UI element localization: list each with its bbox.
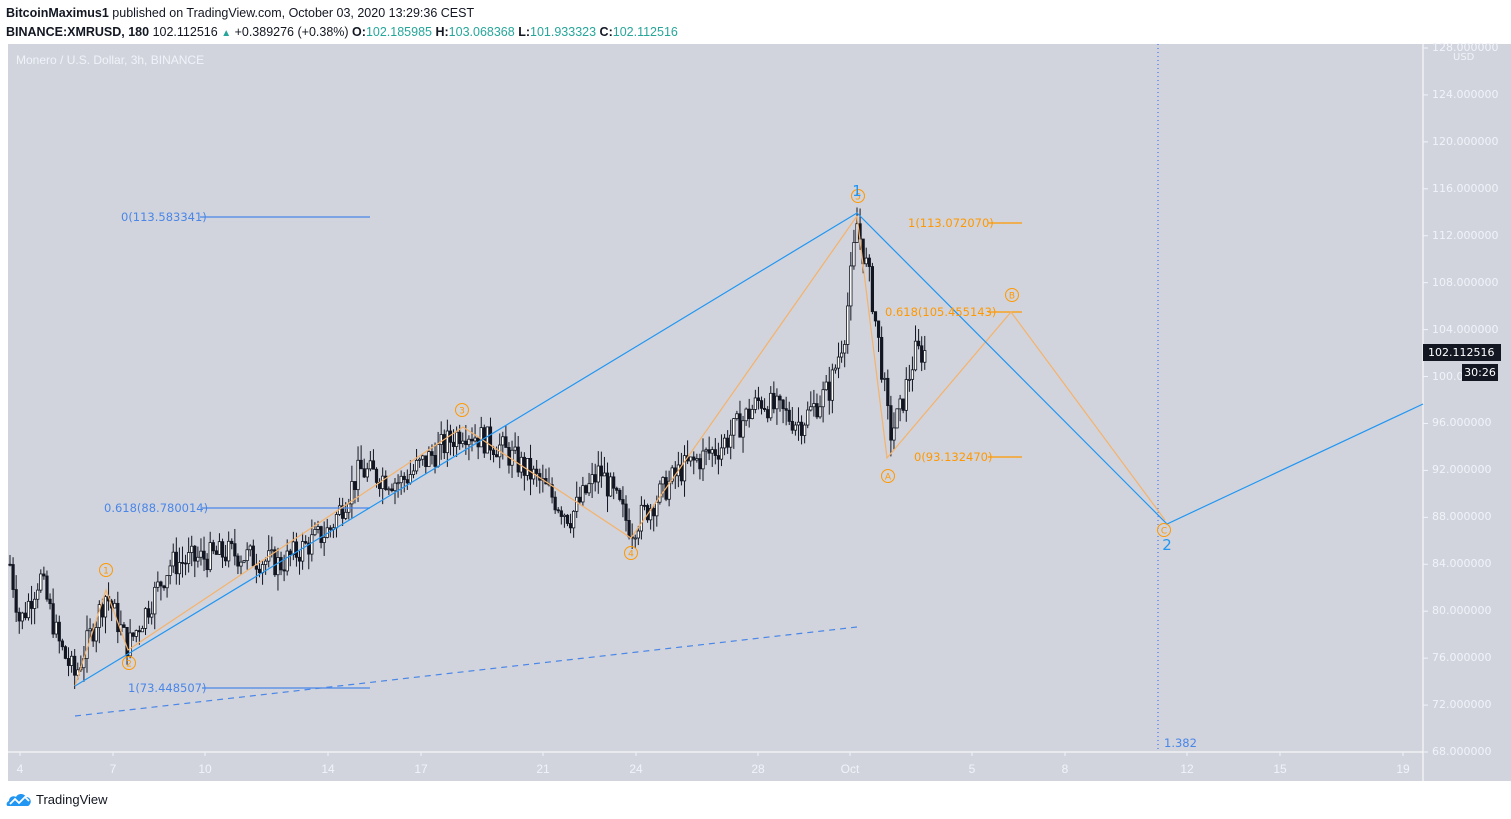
bar-countdown-tag: 30:26 — [1462, 364, 1498, 381]
symbol-interval: BINANCE:XMRUSD, 180 — [6, 25, 150, 39]
time-tick-label: 7 — [109, 762, 117, 776]
time-tick-label: 17 — [414, 762, 428, 776]
chart-pane[interactable] — [8, 44, 1511, 781]
high-value: 103.068368 — [448, 25, 515, 39]
time-tick-label: 10 — [198, 762, 212, 776]
low-value: 101.933323 — [530, 25, 597, 39]
price-tick-label: 124.000000 — [1432, 87, 1499, 101]
orange-corrective-wave-path[interactable] — [856, 215, 1166, 521]
fib-blue-label-1: 1(73.448507) — [128, 681, 207, 695]
time-tick-label: 28 — [751, 762, 765, 776]
svg-text:4: 4 — [628, 550, 634, 560]
blue-wave-path[interactable] — [74, 212, 1424, 687]
dashed-trendline[interactable] — [74, 626, 858, 717]
publish-line: BitcoinMaximus1 published on TradingView… — [6, 4, 678, 23]
time-tick-label: 12 — [1180, 762, 1194, 776]
price-tick-label: 92.000000 — [1432, 463, 1492, 477]
blue-wave-label-2[interactable]: 2 — [1162, 536, 1172, 554]
open-value: 102.185985 — [365, 25, 432, 39]
time-tick-label: 15 — [1273, 762, 1287, 776]
fib-orange-label-0: 0(93.132470) — [914, 450, 993, 464]
price-axis-ticks — [1423, 47, 1428, 753]
blue-wave-label-1[interactable]: 1 — [852, 182, 862, 200]
time-tick-label: 4 — [16, 762, 24, 776]
wave-label-2[interactable]: 2 — [122, 656, 136, 670]
blue-wave-labels: 1 2 — [852, 182, 1172, 554]
candlestick-series — [8, 207, 927, 689]
price-tick-label: 76.000000 — [1432, 651, 1492, 665]
svg-text:3: 3 — [459, 407, 465, 417]
wave-label-3[interactable]: 3 — [455, 403, 469, 417]
price-tick-label: 116.000000 — [1432, 181, 1499, 195]
price-tick-label: 72.000000 — [1432, 698, 1492, 712]
symbol-line: BINANCE:XMRUSD, 180 102.112516 ▲ +0.3892… — [6, 23, 678, 43]
last-price-tag: 102.112516 — [1423, 344, 1501, 361]
svg-text:B: B — [1009, 292, 1015, 302]
svg-text:1: 1 — [103, 567, 109, 577]
low-label: L: — [518, 25, 531, 39]
pane-title: Monero / U.S. Dollar, 3h, BINANCE — [16, 53, 205, 67]
time-tick-label: 19 — [1396, 762, 1410, 776]
wave-label-b[interactable]: B — [1005, 288, 1019, 302]
last-price: 102.112516 — [152, 25, 218, 39]
wave-label-c[interactable]: C — [1157, 523, 1171, 537]
time-tick-label: 5 — [968, 762, 976, 776]
price-tick-label: 88.000000 — [1432, 510, 1492, 524]
fib-blue-label-0618: 0.618(88.780014) — [104, 501, 209, 515]
fib-orange-label-0618: 0.618(105.455143) — [885, 305, 997, 319]
price-change: +0.389276 (+0.38%) — [234, 25, 349, 39]
price-tick-label: 96.000000 — [1432, 416, 1492, 430]
time-axis-ticks — [19, 752, 1404, 756]
time-tick-label: 14 — [321, 762, 335, 776]
orange-wave-labels: 1 2 3 4 5 A B C — [99, 189, 1171, 670]
orange-impulse-wave-path[interactable] — [74, 215, 858, 687]
price-tick-label: 84.000000 — [1432, 557, 1492, 571]
fib-orange-label-1: 1(113.072070) — [908, 216, 994, 230]
price-tick-label: 128.000000 — [1432, 41, 1499, 54]
close-value: 102.112516 — [612, 25, 678, 39]
open-label: O: — [352, 25, 366, 39]
svg-text:2: 2 — [126, 660, 132, 670]
svg-text:A: A — [885, 473, 892, 483]
publish-info: published on TradingView.com, October 03… — [112, 6, 475, 20]
time-tick-label: 24 — [629, 762, 643, 776]
footer-brand-text: TradingView — [36, 791, 108, 807]
price-tick-label: 104.000000 — [1432, 322, 1499, 336]
price-tick-label: 80.000000 — [1432, 604, 1492, 618]
fib-blue-label-0: 0(113.583341) — [121, 210, 207, 224]
tradingview-logo-icon — [6, 794, 31, 806]
high-label: H: — [435, 25, 449, 39]
price-tick-label: 120.000000 — [1432, 134, 1499, 148]
footer-branding[interactable]: TradingView — [6, 791, 108, 807]
wave-label-4[interactable]: 4 — [624, 546, 638, 560]
up-arrow-icon: ▲ — [221, 28, 232, 39]
svg-text:C: C — [1161, 527, 1167, 537]
fib-time-label: 1.382 — [1164, 736, 1197, 750]
price-tick-label: 108.000000 — [1432, 275, 1499, 289]
time-tick-label: 21 — [536, 762, 550, 776]
author-name[interactable]: BitcoinMaximus1 — [6, 6, 109, 20]
wave-label-1[interactable]: 1 — [99, 563, 113, 577]
wave-label-a[interactable]: A — [881, 469, 895, 483]
wave-label-5[interactable]: 5 — [851, 189, 865, 203]
publish-header: BitcoinMaximus1 published on TradingView… — [6, 4, 678, 43]
time-tick-label: 8 — [1061, 762, 1069, 776]
price-tick-label: 68.000000 — [1432, 745, 1492, 758]
svg-text:5: 5 — [855, 193, 861, 203]
close-label: C: — [599, 25, 613, 39]
price-tick-label: 112.000000 — [1432, 228, 1499, 242]
currency-label: USD — [1453, 52, 1475, 63]
time-tick-label: Oct — [840, 762, 860, 776]
